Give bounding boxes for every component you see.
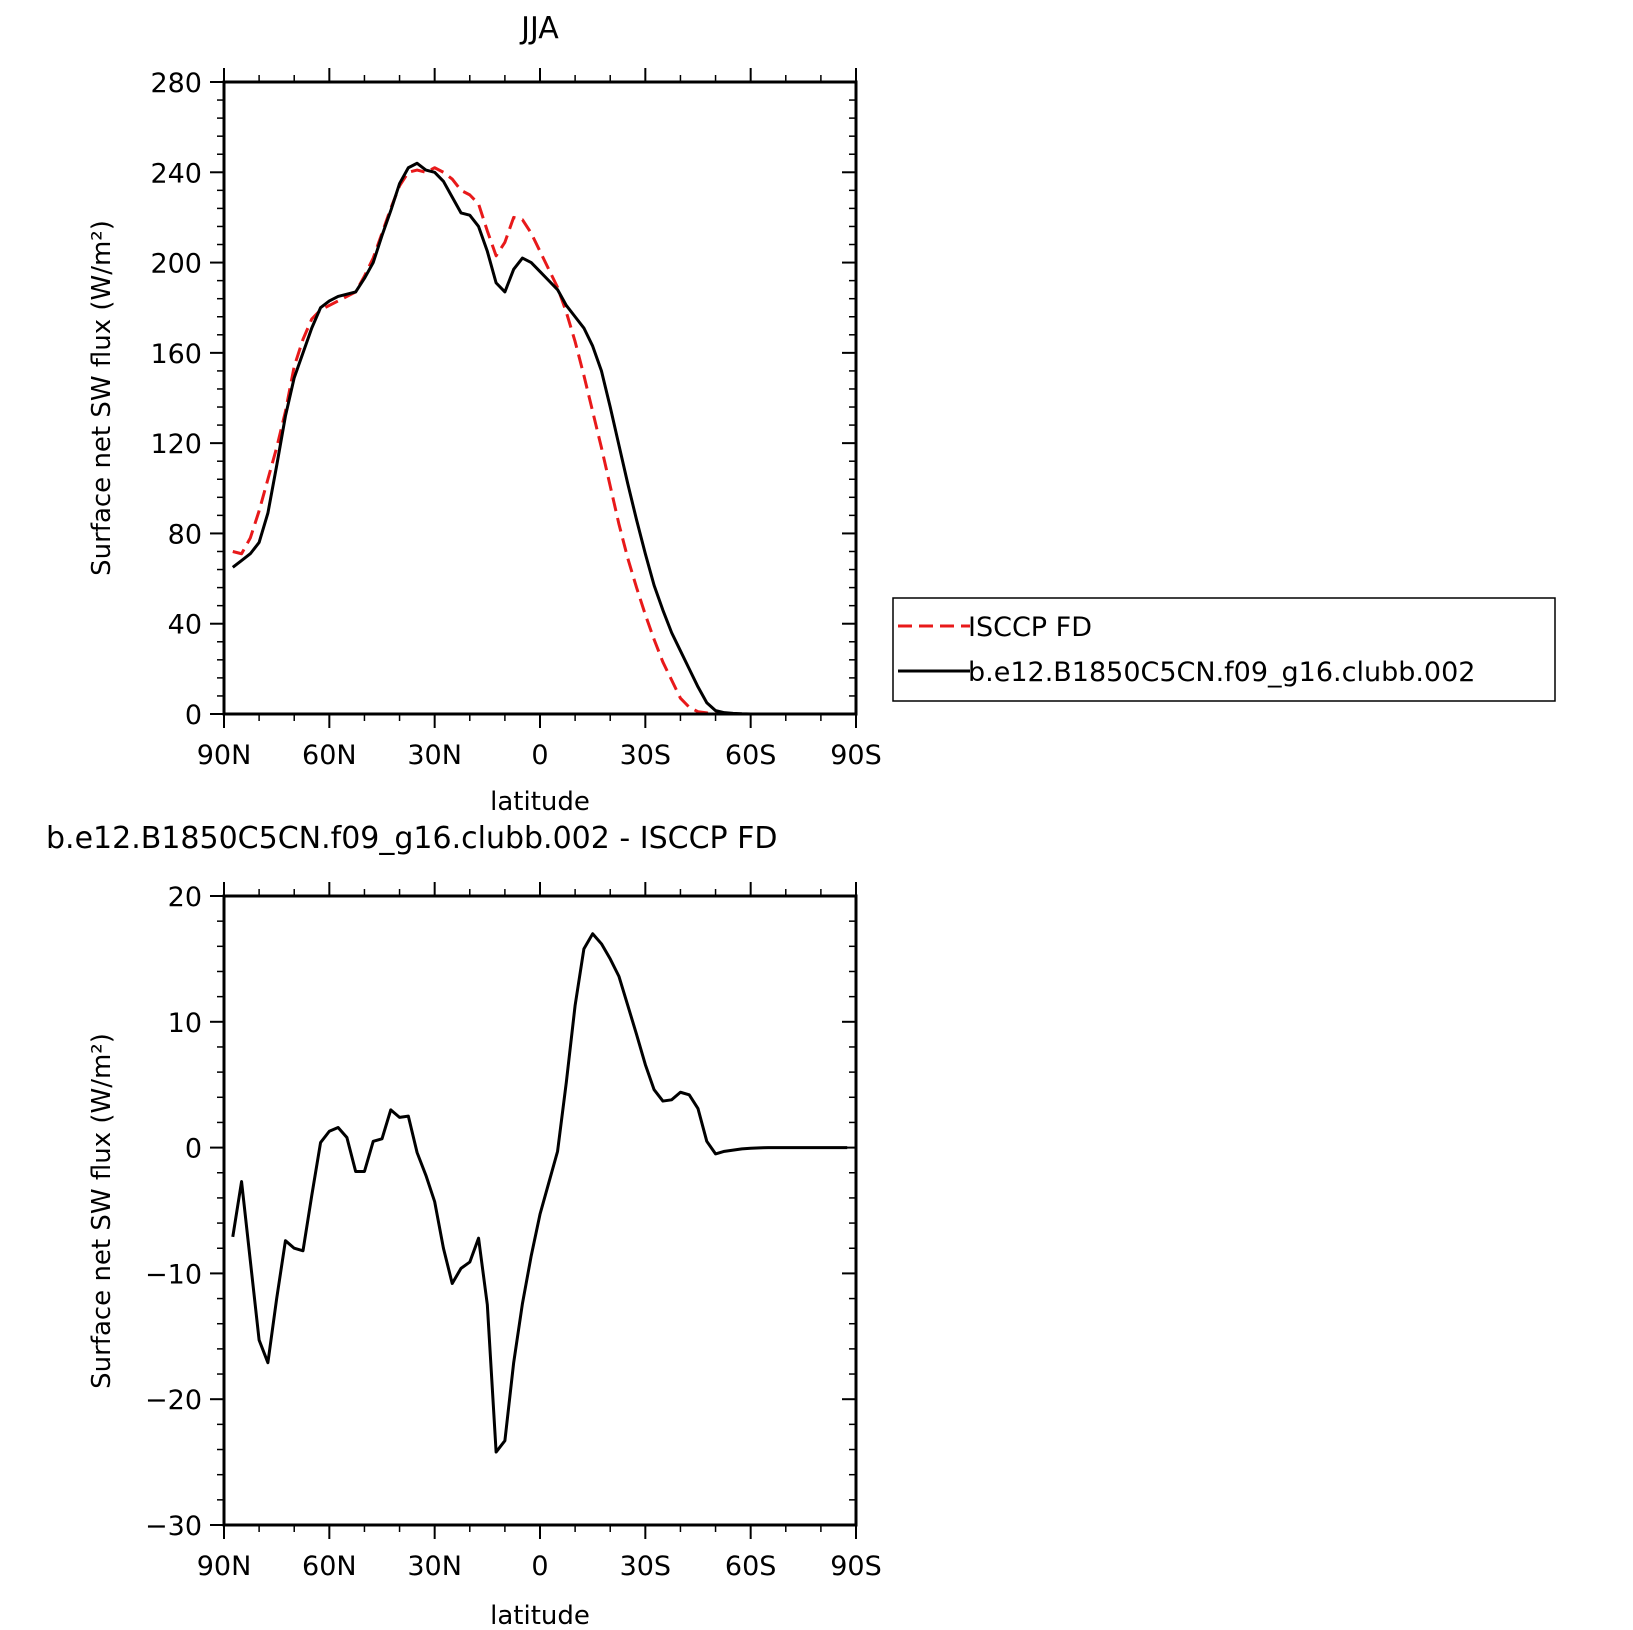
bottom-y-tick-label: −10 (145, 1259, 202, 1290)
bottom-x-tick-label: 90N (197, 1551, 252, 1582)
bottom-y-axis-label: Surface net SW flux (W/m²) (87, 1033, 117, 1389)
top-series-line-1 (231, 161, 848, 716)
top-series-layer (231, 161, 848, 716)
top-y-tick-label: 240 (150, 158, 202, 189)
bottom-y-tick-label: 20 (168, 882, 202, 913)
top-x-tick-label: 90N (197, 740, 252, 771)
top-x-tick-label: 0 (531, 740, 548, 771)
top-y-tick-label: 80 (168, 519, 202, 550)
bottom-x-tick-label: 90S (830, 1551, 882, 1582)
top-x-tick-label: 30S (620, 740, 672, 771)
top-series-line-0 (232, 166, 848, 716)
bottom-series-layer (231, 932, 848, 1454)
top-panel: JJA 0 40 80 120 160 200 240 280 90N 60N 30N 0 30S 60S… (87, 11, 882, 817)
top-ticks-layer: 0 40 80 120 160 200 240 280 90N 60N 30N 0 30S 60S 90S (150, 68, 882, 771)
bottom-y-tick-label: −30 (145, 1511, 202, 1542)
bottom-x-tick-label: 30N (407, 1551, 462, 1582)
bottom-chart-title: b.e12.B1850C5CN.f09_g16.clubb.002 - ISCC… (46, 821, 778, 856)
top-x-tick-label: 60S (725, 740, 777, 771)
bottom-x-tick-label: 30S (620, 1551, 672, 1582)
bottom-y-tick-label: 10 (168, 1008, 202, 1039)
legend-label-model: b.e12.B1850C5CN.f09_g16.clubb.002 (968, 657, 1475, 688)
bottom-panel: b.e12.B1850C5CN.f09_g16.clubb.002 - ISCC… (46, 821, 882, 1630)
legend-box (892, 597, 1556, 702)
top-chart-title: JJA (519, 11, 559, 46)
legend-label-isccp: ISCCP FD (968, 612, 1092, 643)
top-plot-frame (222, 80, 858, 716)
top-x-tick-label: 90S (830, 740, 882, 771)
top-y-tick-label: 0 (185, 700, 202, 731)
top-y-tick-label: 40 (168, 610, 202, 641)
top-y-tick-label: 160 (150, 339, 202, 370)
bottom-ticks-layer: −30 −20 −10 0 10 20 90N 60N 30N 0 30S 60S 90S (145, 882, 882, 1582)
top-x-tick-label: 30N (407, 740, 462, 771)
bottom-y-tick-label: −20 (145, 1385, 202, 1416)
top-y-tick-label: 200 (150, 249, 202, 280)
top-x-tick-label: 60N (302, 740, 357, 771)
bottom-x-tick-label: 0 (531, 1551, 548, 1582)
top-x-axis-label: latitude (490, 787, 590, 817)
legend: ISCCP FD b.e12.B1850C5CN.f09_g16.clubb.0… (892, 597, 1556, 702)
bottom-y-tick-label: 0 (185, 1134, 202, 1165)
bottom-x-axis-label: latitude (490, 1601, 590, 1630)
top-y-tick-label: 120 (150, 429, 202, 460)
top-y-axis-label: Surface net SW flux (W/m²) (87, 220, 117, 576)
bottom-x-tick-label: 60N (302, 1551, 357, 1582)
bottom-plot-frame (222, 894, 858, 1527)
bottom-series-line-0 (231, 932, 848, 1454)
bottom-x-tick-label: 60S (725, 1551, 777, 1582)
top-y-tick-label: 280 (150, 68, 202, 99)
